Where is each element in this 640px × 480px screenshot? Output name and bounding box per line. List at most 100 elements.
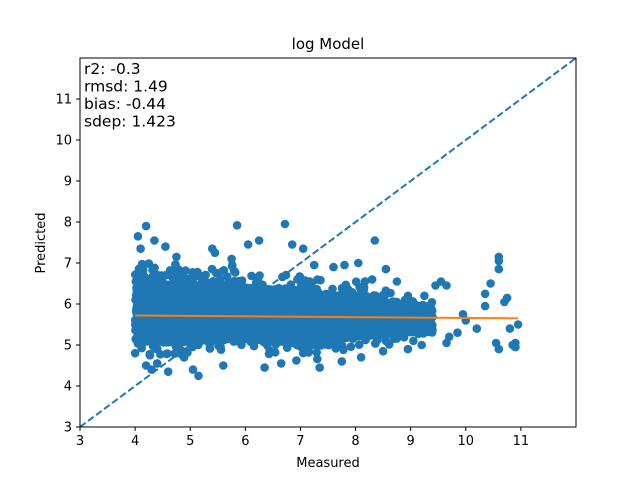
data-point	[381, 264, 391, 274]
data-point	[400, 295, 410, 305]
x-tick-label: 8	[351, 434, 359, 449]
data-point	[175, 274, 184, 284]
data-point	[453, 328, 462, 338]
data-point	[304, 348, 313, 357]
data-point	[137, 343, 146, 353]
data-point	[431, 281, 440, 290]
data-point	[486, 279, 495, 288]
data-point	[354, 258, 363, 268]
data-point	[205, 344, 215, 353]
data-point	[227, 254, 236, 264]
y-axis-label: Predicted	[34, 212, 49, 273]
data-point	[458, 310, 468, 319]
data-point	[188, 365, 198, 374]
data-point	[378, 346, 388, 356]
data-point	[367, 275, 377, 284]
data-point	[331, 344, 341, 353]
data-point	[296, 281, 306, 291]
data-point	[340, 260, 349, 270]
data-point	[354, 340, 364, 350]
data-point	[494, 252, 504, 262]
data-point	[329, 262, 338, 272]
y-tick-label: 11	[55, 93, 72, 108]
data-point	[247, 271, 256, 281]
y-tick-label: 6	[64, 298, 72, 313]
data-point	[292, 356, 301, 365]
data-point	[511, 342, 520, 352]
data-point	[392, 277, 402, 286]
y-tick-label: 10	[55, 134, 72, 149]
data-point	[395, 330, 404, 340]
data-point	[219, 361, 228, 370]
stat-line: sdep: 1.423	[84, 113, 176, 131]
identity-line	[80, 58, 576, 427]
data-point	[141, 221, 151, 231]
data-point	[173, 348, 182, 358]
data-point	[356, 353, 366, 362]
data-point	[145, 351, 155, 360]
data-point	[360, 277, 370, 286]
data-point	[480, 289, 490, 299]
data-point	[276, 359, 286, 368]
data-point	[163, 367, 173, 377]
data-point	[163, 349, 172, 358]
data-point	[148, 265, 157, 275]
data-point	[229, 266, 239, 276]
x-tick-label: 4	[131, 434, 139, 449]
data-point	[417, 340, 427, 350]
data-point	[339, 345, 348, 355]
chart-title: log Model	[292, 35, 365, 53]
data-point	[494, 264, 504, 274]
point-cloud-core	[135, 273, 433, 348]
data-point	[411, 301, 421, 311]
fit-line	[135, 314, 519, 320]
data-point	[216, 345, 226, 355]
data-point	[409, 336, 418, 346]
data-point	[444, 332, 454, 342]
data-point	[298, 244, 308, 253]
x-tick-label: 7	[296, 434, 304, 449]
data-point	[172, 252, 181, 262]
data-point	[472, 324, 482, 333]
data-point	[243, 240, 253, 249]
data-point	[502, 293, 512, 303]
x-axis-label: Measured	[296, 456, 360, 471]
plot-area	[80, 58, 576, 427]
data-point	[136, 244, 145, 253]
y-tick-label: 8	[64, 216, 72, 231]
data-point	[194, 371, 203, 381]
data-point	[217, 267, 227, 276]
x-tick-label: 3	[76, 434, 84, 449]
data-point	[425, 324, 435, 333]
data-point	[260, 363, 269, 372]
data-point	[161, 242, 170, 251]
data-point	[442, 281, 451, 290]
data-point	[480, 301, 490, 311]
stat-line: rmsd: 1.49	[84, 78, 168, 96]
data-point	[255, 271, 264, 280]
stat-line: bias: -0.44	[84, 95, 166, 113]
data-point	[312, 348, 322, 357]
x-tick-label: 10	[458, 434, 475, 449]
data-point	[513, 320, 523, 329]
data-point	[315, 363, 325, 372]
plot-frame	[79, 57, 577, 428]
data-point	[171, 260, 180, 269]
data-point	[152, 359, 162, 368]
data-point	[305, 277, 315, 286]
data-point	[505, 324, 515, 333]
x-tick-label: 6	[241, 434, 249, 449]
data-point	[161, 270, 171, 280]
data-point	[144, 259, 154, 268]
y-tick-label: 7	[64, 257, 72, 272]
data-point	[254, 236, 264, 245]
data-point	[370, 236, 380, 245]
data-point	[287, 240, 297, 249]
data-point	[133, 232, 143, 241]
x-tick-label: 11	[513, 434, 530, 449]
data-point	[141, 361, 151, 370]
data-point	[150, 236, 159, 245]
x-axis: 3 4 5 6 7 8 9 10 11	[76, 427, 529, 449]
